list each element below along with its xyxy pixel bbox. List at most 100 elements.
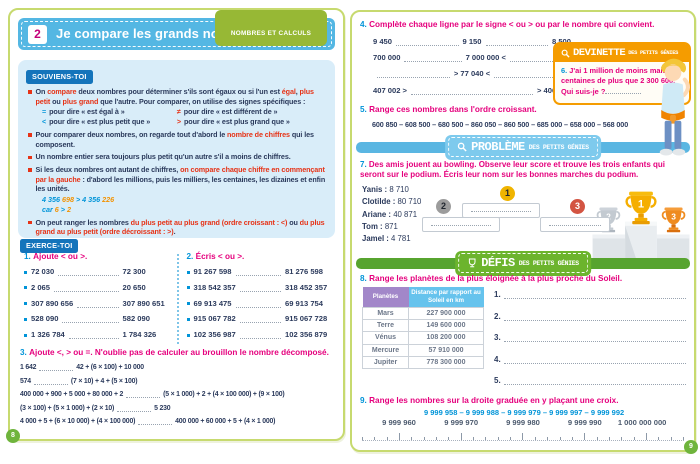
- left-number: 1 326 784: [31, 330, 65, 340]
- answer-blank[interactable]: [33, 377, 68, 385]
- exercise-title: Range les planètes de la plus éloignée à…: [369, 274, 623, 283]
- devinette-sublabel: DES PETITS GÉNIES: [628, 50, 679, 56]
- row-bullet: [24, 317, 27, 321]
- bullet-marker: [28, 133, 32, 137]
- answer-blank[interactable]: [235, 300, 281, 308]
- answer-blank[interactable]: [126, 390, 161, 399]
- answer-row: 4.: [494, 354, 686, 364]
- exercises-1-2: 1. Ajoute < ou >. 72 030 72 300 2 065 20 6…: [14, 252, 339, 344]
- boy-character-illustration: [659, 58, 690, 156]
- compare-row: 1 642 42 + (6 × 100) + 10 000: [20, 363, 339, 371]
- right-expression: (7 × 10) + 4 + (5 × 100): [70, 377, 138, 385]
- right-number: 1 784 326: [122, 330, 157, 340]
- sign-symbol: >: [176, 117, 181, 127]
- devinette-header: DEVINETTE DES PETITS GÉNIES: [555, 44, 689, 62]
- sign-symbol: ≠: [176, 107, 181, 117]
- score-line: Ariane : 40 871: [362, 209, 440, 221]
- minor-tick: [497, 436, 499, 440]
- left-expression: (3 × 100) + (5 × 1 000) + (2 × 10): [20, 404, 115, 412]
- exercise-number: 3.: [20, 348, 27, 357]
- left-number: 102 356 987: [193, 330, 236, 340]
- row-bullet: [24, 270, 27, 274]
- minor-tick: [362, 436, 363, 440]
- probleme-strip: PROBLÈME DES PETITS GÉNIES: [356, 134, 690, 160]
- lesson-title: Je compare les grands nombres: [56, 26, 259, 41]
- answer-blank[interactable]: [239, 284, 281, 292]
- banner-dashed-border: [447, 137, 599, 157]
- compare-row: 91 267 598 81 276 598: [186, 267, 330, 276]
- answer-blank[interactable]: [503, 313, 686, 321]
- answer-row: 3.: [494, 332, 686, 342]
- gold-trophy: 1: [625, 191, 657, 225]
- left-number: 91 267 598: [193, 267, 232, 276]
- fill-row[interactable]: > 77 040 <: [373, 69, 571, 79]
- right-expression: 5 230: [154, 404, 171, 412]
- exercise-1-title: 1. Ajoute < ou >.: [24, 252, 167, 261]
- axis-label: 9 999 960: [382, 418, 416, 427]
- compare-row: (3 × 100) + (5 × 1 000) + (2 × 10) 5 230: [20, 404, 339, 412]
- answer-blank[interactable]: [239, 315, 281, 324]
- signs-grid: = pour dire « est égal à » ≠ pour dire « e…: [42, 107, 329, 126]
- player-score: 8 710: [389, 185, 409, 194]
- planets-table: Planètes Distance par rapport au Soleil e…: [362, 287, 484, 370]
- exercise-4-title: 4. Complète chaque ligne par le signe < …: [360, 20, 688, 29]
- lesson-header: 2 Je compare les grands nombres NOMBRES …: [18, 10, 335, 50]
- fill-row[interactable]: 700 000 7 000 000 <: [373, 53, 571, 63]
- rule-bullet: Un nombre entier sera toujours plus peti…: [28, 152, 329, 162]
- exercise-3: 3. Ajoute <, > ou =. N'oublie pas de cal…: [20, 348, 339, 431]
- rule-bullet: Pour comparer deux nombres, on regarde t…: [28, 130, 329, 149]
- position-2-badge: 2: [436, 199, 451, 214]
- answer-blank[interactable]: [62, 315, 119, 324]
- position-1-answer-box[interactable]: [462, 203, 540, 218]
- number-line-ticks[interactable]: [362, 430, 684, 441]
- exercise-2: 2. Écris < ou >. 91 267 598 81 276 598 31…: [177, 252, 340, 344]
- answer-blank[interactable]: [235, 268, 281, 276]
- player-name: Jamel :: [362, 234, 389, 244]
- minor-tick: [658, 436, 660, 440]
- answer-blank[interactable]: [58, 268, 119, 276]
- exercise-title: Complète chaque ligne par le signe < ou …: [369, 20, 655, 29]
- minor-tick: [596, 436, 598, 440]
- minor-tick: [534, 436, 536, 440]
- answer-blank[interactable]: [39, 363, 74, 371]
- answer-blank[interactable]: [239, 331, 281, 340]
- answer-row: 1.: [494, 289, 686, 299]
- right-number: 915 067 728: [285, 314, 328, 324]
- header-dashed-border: [21, 21, 332, 47]
- major-tick: [645, 433, 647, 440]
- left-number: 72 030: [31, 267, 55, 276]
- banner-dashed-border: [457, 253, 589, 273]
- fill-row[interactable]: 407 002 >> 406 998: [373, 85, 571, 95]
- answer-number: 4.: [494, 354, 501, 364]
- answer-blank[interactable]: [138, 417, 173, 426]
- axis-label: 9 999 970: [444, 418, 479, 427]
- answer-blank[interactable]: [503, 377, 686, 385]
- devinette-label: DEVINETTE: [573, 47, 626, 59]
- answer-blank[interactable]: [503, 356, 686, 364]
- position-3-answer-box[interactable]: [540, 217, 610, 232]
- left-number: 307 890 656: [31, 298, 74, 308]
- left-number: 528 090: [31, 314, 59, 324]
- right-number: 307 890 651: [122, 298, 165, 308]
- compare-row: 307 890 656 307 890 651: [24, 299, 167, 308]
- right-expression: (5 × 1 000) + 2 + (4 × 100 000) + (9 × 1…: [163, 391, 285, 399]
- souviens-toi-label: SOUVIENS-TOI: [26, 70, 93, 84]
- answer-blank[interactable]: [77, 300, 119, 308]
- planet-distance: 778 300 000: [408, 355, 484, 370]
- left-expression: 400 000 + 900 + 5 000 + 80 000 + 2: [20, 391, 124, 399]
- answer-blank[interactable]: [117, 404, 152, 412]
- answer-blank[interactable]: [503, 334, 686, 342]
- answer-blank[interactable]: [54, 284, 119, 292]
- table-header-distance: Distance par rapport au Soleil en km: [408, 287, 484, 307]
- minor-tick: [559, 436, 561, 440]
- exercise-number: 8.: [360, 274, 367, 283]
- answer-blank[interactable]: [68, 331, 119, 340]
- planet-distance: 227 900 000: [408, 306, 484, 320]
- exercise-number: 4.: [360, 20, 367, 29]
- answer-blank[interactable]: [503, 291, 686, 299]
- answer-blank[interactable]: [605, 86, 642, 94]
- planet-name: Terre: [362, 318, 409, 333]
- position-2-answer-box[interactable]: [422, 217, 500, 232]
- compare-row: 528 090 582 090: [24, 314, 167, 324]
